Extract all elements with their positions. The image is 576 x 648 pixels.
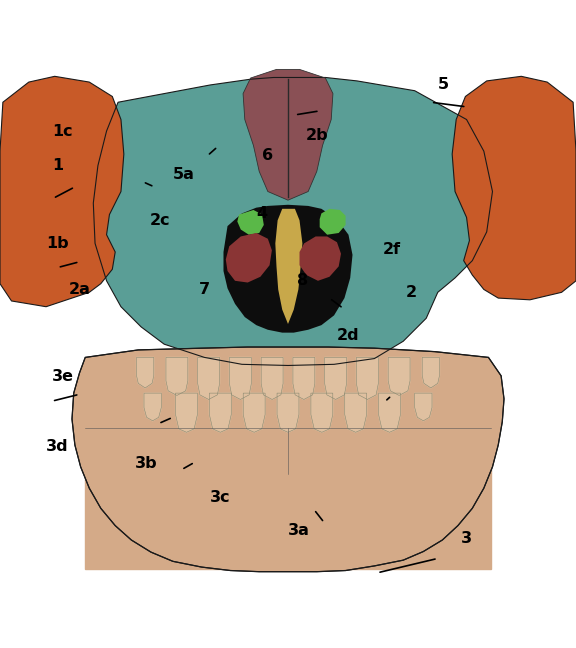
Polygon shape [137, 358, 154, 388]
Text: 3d: 3d [46, 439, 69, 454]
Text: 1c: 1c [52, 124, 73, 139]
Polygon shape [198, 358, 219, 399]
Polygon shape [325, 358, 347, 399]
Text: 8: 8 [297, 273, 308, 288]
Polygon shape [176, 393, 198, 432]
Polygon shape [388, 358, 410, 395]
Text: 2a: 2a [69, 282, 91, 297]
Text: 2: 2 [406, 285, 417, 300]
Polygon shape [300, 237, 341, 281]
Text: 6: 6 [262, 148, 273, 163]
Polygon shape [237, 210, 264, 235]
Text: 2c: 2c [150, 213, 170, 228]
Text: 7: 7 [199, 282, 210, 297]
Text: 2d: 2d [337, 328, 359, 343]
Text: 1: 1 [52, 158, 63, 173]
Text: 3b: 3b [135, 456, 158, 471]
Polygon shape [422, 358, 439, 388]
Polygon shape [0, 76, 124, 307]
Polygon shape [223, 205, 353, 332]
Polygon shape [452, 76, 576, 300]
Polygon shape [320, 209, 346, 235]
Polygon shape [261, 358, 283, 399]
Polygon shape [229, 358, 251, 399]
Text: 3a: 3a [288, 523, 310, 538]
Text: 2f: 2f [383, 242, 401, 257]
Polygon shape [357, 358, 378, 399]
Bar [85, 428, 491, 569]
Polygon shape [415, 393, 432, 421]
Polygon shape [378, 393, 400, 432]
Text: 3: 3 [461, 531, 472, 546]
Text: 1b: 1b [46, 236, 69, 251]
Polygon shape [243, 69, 333, 200]
Polygon shape [226, 233, 272, 283]
Polygon shape [166, 358, 188, 395]
Text: 4: 4 [256, 206, 267, 221]
Text: 5: 5 [438, 78, 449, 93]
Polygon shape [311, 393, 333, 432]
Polygon shape [210, 393, 231, 432]
Polygon shape [243, 393, 265, 432]
Polygon shape [277, 393, 299, 432]
Polygon shape [275, 209, 302, 324]
Text: 3c: 3c [210, 491, 231, 505]
Text: 5a: 5a [173, 167, 195, 181]
Polygon shape [93, 78, 492, 365]
Polygon shape [344, 393, 366, 432]
Polygon shape [144, 393, 161, 421]
Text: 3e: 3e [52, 369, 74, 384]
Text: 2b: 2b [305, 128, 328, 143]
Polygon shape [72, 347, 504, 572]
Polygon shape [293, 358, 315, 399]
